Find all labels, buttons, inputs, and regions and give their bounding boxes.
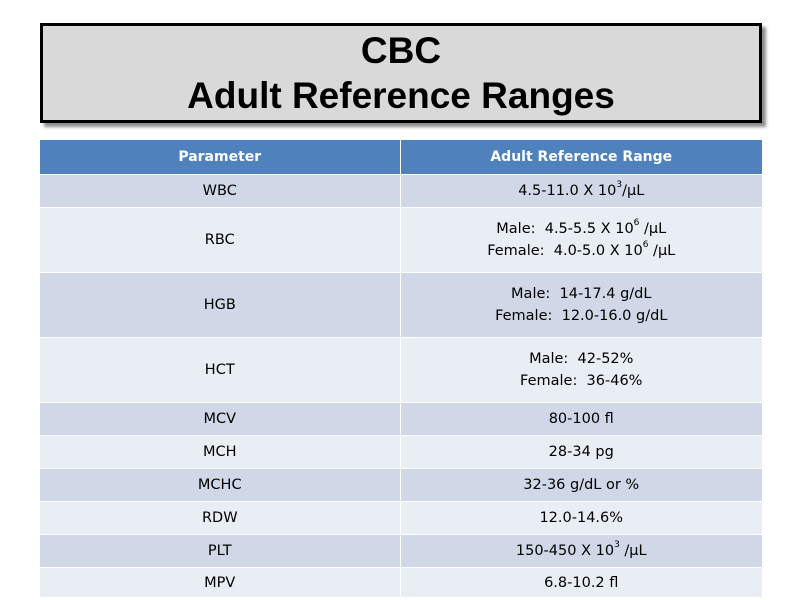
range-cell: Male: 42-52% Female: 36-46%: [400, 337, 763, 403]
table-header-row: Parameter Adult Reference Range: [40, 140, 762, 175]
table-row: HCT Male: 42-52% Female: 36-46%: [40, 337, 763, 403]
parameter-cell: RBC: [40, 207, 401, 273]
range-text: Female: 36-46%: [520, 373, 643, 389]
range-text: 12.0-14.6%: [539, 510, 624, 526]
range-line: Male: 42-52%: [401, 348, 763, 370]
exponent-superscript: 3: [614, 540, 620, 551]
exponent-superscript: 6: [633, 218, 640, 229]
range-cell: 6.8-10.2 fl: [400, 567, 762, 597]
range-cell: 4.5-11.0 X 103/µL: [400, 174, 762, 208]
table-row: MCHC 32-36 g/dL or %: [40, 468, 762, 502]
range-text: Male: 14-17.4 g/dL: [511, 286, 652, 302]
range-text: 4.5-11.0 X 10: [518, 183, 617, 199]
range-text: Male: 4.5-5.5 X 10: [496, 221, 634, 237]
exponent-superscript: 6: [642, 240, 649, 251]
unit-text: /µL: [619, 543, 647, 559]
range-line: Female: 12.0-16.0 g/dL: [401, 305, 763, 327]
range-line: 6.8-10.2 fl: [544, 575, 618, 591]
header-parameter: Parameter: [40, 140, 401, 175]
table-row: MCH 28-34 pg: [40, 435, 762, 469]
range-text: 6.8-10.2 fl: [544, 574, 619, 591]
parameter-cell: MPV: [40, 567, 401, 597]
unit-text: /µL: [648, 243, 676, 259]
range-line: 150-450 X 103 /µL: [515, 540, 647, 559]
table-row: HGB Male: 14-17.4 g/dL Female: 12.0-16.0 g…: [40, 272, 763, 338]
range-line: 4.5-11.0 X 103/µL: [518, 180, 645, 199]
unit-text: /µL: [639, 221, 667, 237]
table-row: RDW 12.0-14.6%: [40, 501, 762, 535]
range-cell: 80-100 fl: [400, 402, 762, 436]
exponent-superscript: 3: [616, 180, 623, 191]
parameter-cell: MCH: [40, 435, 401, 469]
range-line: 28-34 pg: [549, 444, 614, 460]
range-cell: 150-450 X 103 /µL: [400, 534, 762, 568]
table-row: MCV 80-100 fl: [40, 402, 762, 436]
title-line-2: Adult Reference Ranges: [187, 75, 615, 116]
range-line: Female: 4.0-5.0 X 106 /µL: [401, 240, 763, 262]
parameter-cell: RDW: [40, 501, 401, 535]
range-line: 32-36 g/dL or %: [523, 477, 639, 493]
table-row: RBC Male: 4.5-5.5 X 106 /µL Female: 4.0-5.…: [40, 207, 763, 273]
unit-text: /µL: [622, 183, 645, 199]
range-text: Female: 4.0-5.0 X 10: [487, 243, 643, 259]
title-line-1: CBC: [360, 30, 442, 71]
table-row: WBC 4.5-11.0 X 103/µL: [40, 174, 762, 208]
parameter-cell: WBC: [40, 174, 401, 208]
parameter-cell: MCHC: [40, 468, 401, 502]
parameter-cell: HGB: [40, 272, 401, 338]
range-line: 80-100 fl: [549, 411, 614, 427]
table-row: PLT 150-450 X 103 /µL: [40, 534, 762, 568]
range-cell: Male: 4.5-5.5 X 106 /µL Female: 4.0-5.0 X…: [400, 207, 763, 273]
range-text: 32-36 g/dL or %: [523, 477, 640, 493]
reference-range-table: Parameter Adult Reference Range WBC 4.5-1…: [40, 140, 762, 597]
slide-title-box: CBC Adult Reference Ranges: [40, 23, 762, 123]
parameter-cell: PLT: [40, 534, 401, 568]
header-adult-reference-range: Adult Reference Range: [400, 140, 762, 175]
range-text: Female: 12.0-16.0 g/dL: [495, 308, 668, 324]
range-line: Male: 4.5-5.5 X 106 /µL: [401, 218, 763, 240]
parameter-cell: HCT: [40, 337, 401, 403]
range-text: 150-450 X 10: [515, 543, 615, 559]
range-line: Male: 14-17.4 g/dL: [401, 283, 763, 305]
range-cell: 12.0-14.6%: [400, 501, 762, 535]
range-text: Male: 42-52%: [529, 351, 634, 367]
range-text: 80-100 fl: [548, 411, 614, 427]
range-line: 12.0-14.6%: [539, 510, 623, 526]
range-line: Female: 36-46%: [401, 370, 763, 392]
table-row: MPV 6.8-10.2 fl: [40, 567, 762, 597]
range-text: 28-34 pg: [548, 444, 614, 460]
range-cell: 32-36 g/dL or %: [400, 468, 762, 502]
range-cell: 28-34 pg: [400, 435, 762, 469]
parameter-cell: MCV: [40, 402, 401, 436]
range-cell: Male: 14-17.4 g/dL Female: 12.0-16.0 g/dL: [400, 272, 763, 338]
